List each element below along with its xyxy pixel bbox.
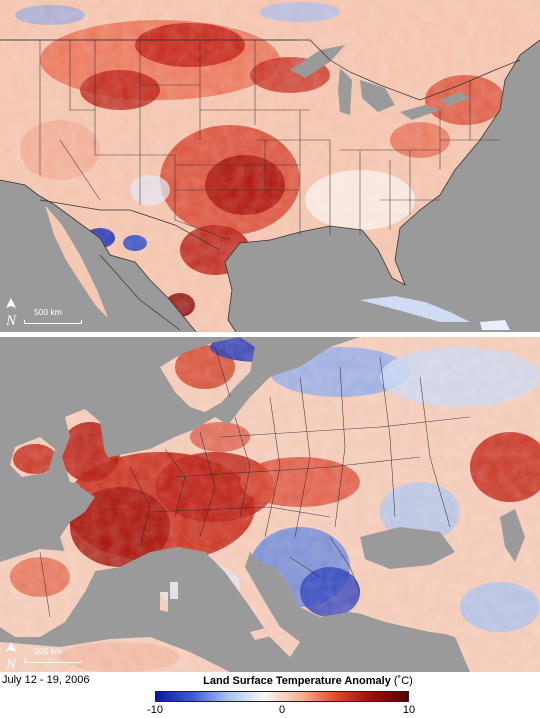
- us-map-canvas: [0, 0, 540, 332]
- scale-label: 500 km: [34, 646, 62, 656]
- scale-label: 500 km: [34, 307, 62, 317]
- europe-map-canvas: [0, 337, 540, 672]
- north-arrow-icon: N: [3, 642, 19, 672]
- legend-title-text: Land Surface Temperature Anomaly: [203, 675, 391, 687]
- europe-anomaly-map: N 500 km: [0, 337, 540, 672]
- legend-color-bar: [155, 691, 409, 702]
- legend-unit: (˚C): [393, 675, 413, 687]
- us-anomaly-map: N 500 km: [0, 0, 540, 332]
- legend-title: Land Surface Temperature Anomaly (˚C): [168, 675, 448, 687]
- svg-text:N: N: [5, 313, 17, 328]
- date-label: July 12 - 19, 2006: [2, 674, 90, 686]
- north-arrow-icon: N: [3, 298, 19, 328]
- legend-mid-label: 0: [278, 704, 286, 716]
- scale-line: [24, 659, 82, 663]
- legend-max-label: 10: [402, 704, 416, 716]
- scale-line: [24, 320, 82, 324]
- svg-text:N: N: [5, 657, 17, 672]
- legend-min-label: -10: [147, 704, 163, 716]
